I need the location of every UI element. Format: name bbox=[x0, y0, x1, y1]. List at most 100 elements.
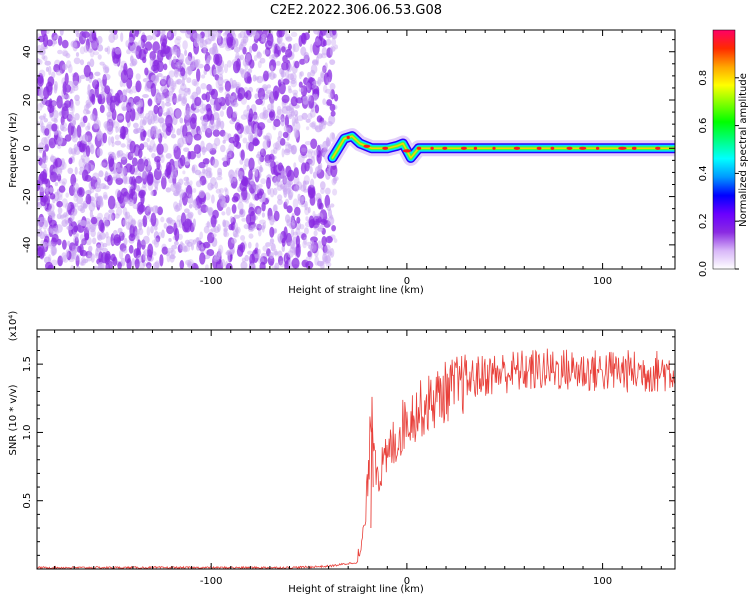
noise-speckle bbox=[225, 262, 233, 269]
noise-speckle bbox=[270, 243, 276, 252]
noise-speckle bbox=[266, 177, 271, 189]
noise-speckle bbox=[256, 75, 264, 84]
noise-speckle bbox=[266, 135, 271, 142]
noise-speckle bbox=[115, 188, 121, 198]
noise-speckle bbox=[217, 34, 222, 44]
noise-speckle bbox=[68, 242, 76, 252]
noise-speckle bbox=[51, 101, 57, 107]
spectrogram-panel: -100 0 100 -40 -20 0 20 40 Height of straight l… bbox=[8, 29, 676, 296]
noise-speckle bbox=[273, 210, 280, 222]
noise-speckle bbox=[235, 167, 241, 175]
noise-speckle bbox=[157, 105, 163, 117]
noise-speckle bbox=[40, 197, 47, 207]
noise-speckle bbox=[257, 60, 262, 69]
spectrogram-xtick-label: 100 bbox=[593, 276, 612, 287]
noise-speckle bbox=[322, 244, 328, 254]
noise-speckle bbox=[283, 226, 288, 240]
noise-speckle bbox=[170, 46, 178, 53]
noise-speckle bbox=[330, 203, 335, 208]
noise-speckle bbox=[80, 155, 84, 160]
noise-speckle bbox=[169, 253, 175, 263]
noise-speckle bbox=[73, 57, 81, 65]
noise-speckle bbox=[42, 33, 49, 48]
noise-speckle bbox=[202, 168, 206, 174]
noise-speckle bbox=[248, 169, 253, 180]
noise-speckle bbox=[283, 30, 288, 34]
noise-speckle bbox=[128, 233, 136, 242]
noise-speckle bbox=[44, 60, 52, 66]
noise-speckle bbox=[96, 119, 101, 130]
spectrogram-xlabel: Height of straight line (km) bbox=[288, 285, 424, 296]
noise-speckle bbox=[320, 71, 325, 79]
noise-speckle bbox=[172, 93, 177, 105]
noise-speckle bbox=[159, 78, 167, 87]
noise-speckle bbox=[137, 39, 144, 48]
noise-speckle bbox=[149, 57, 154, 68]
noise-speckle bbox=[96, 244, 102, 253]
noise-speckle bbox=[159, 95, 165, 100]
noise-speckle bbox=[235, 226, 241, 234]
noise-speckle bbox=[270, 65, 274, 73]
noise-speckle bbox=[201, 119, 208, 127]
noise-speckle bbox=[187, 134, 193, 144]
noise-speckle bbox=[303, 175, 310, 185]
noise-speckle bbox=[175, 219, 181, 228]
noise-speckle bbox=[127, 151, 134, 161]
noise-speckle bbox=[211, 194, 215, 204]
noise-speckle bbox=[323, 84, 328, 93]
spectrogram-ytick-label: -20 bbox=[22, 188, 33, 204]
noise-speckle bbox=[161, 30, 166, 37]
noise-speckle bbox=[128, 199, 135, 207]
noise-speckle bbox=[126, 77, 133, 89]
noise-speckle bbox=[262, 192, 267, 200]
noise-speckle bbox=[284, 114, 289, 128]
noise-speckle bbox=[285, 105, 291, 111]
noise-speckle bbox=[212, 158, 219, 168]
noise-speckle bbox=[322, 98, 327, 105]
noise-speckle bbox=[322, 253, 328, 263]
noise-speckle bbox=[309, 122, 316, 128]
noise-speckle bbox=[283, 125, 289, 132]
noise-speckle bbox=[48, 137, 56, 149]
noise-speckle bbox=[114, 134, 120, 141]
noise-speckle bbox=[56, 173, 62, 182]
noise-speckle bbox=[196, 68, 201, 82]
noise-speckle bbox=[138, 221, 143, 231]
noise-speckle bbox=[205, 60, 209, 65]
noise-speckle bbox=[54, 157, 62, 168]
noise-speckle bbox=[114, 140, 122, 146]
noise-speckle bbox=[114, 48, 122, 55]
noise-speckle bbox=[250, 132, 254, 143]
noise-speckle bbox=[75, 265, 81, 269]
noise-speckle bbox=[175, 36, 182, 41]
noise-speckle bbox=[123, 62, 128, 76]
noise-speckle bbox=[323, 146, 328, 152]
signal-peak bbox=[473, 146, 478, 150]
signal-peak bbox=[363, 144, 371, 148]
noise-speckle bbox=[97, 44, 104, 52]
noise-speckle bbox=[244, 61, 249, 71]
noise-speckle bbox=[91, 30, 97, 41]
noise-speckle bbox=[283, 187, 288, 198]
noise-speckle bbox=[199, 107, 205, 114]
noise-speckle bbox=[108, 260, 113, 269]
noise-speckle bbox=[104, 220, 110, 228]
noise-speckle bbox=[38, 90, 44, 98]
noise-speckle bbox=[216, 176, 223, 181]
noise-speckle bbox=[282, 131, 289, 139]
noise-speckle bbox=[240, 114, 248, 120]
noise-speckle bbox=[153, 59, 160, 67]
noise-speckle bbox=[184, 208, 190, 214]
snr-xlabel: Height of straight line (km) bbox=[288, 584, 424, 595]
noise-speckle bbox=[321, 47, 328, 56]
noise-speckle bbox=[249, 253, 256, 265]
colorbar-label: Normalized spectral amplitude bbox=[738, 73, 749, 227]
noise-speckle bbox=[295, 244, 301, 258]
noise-speckle bbox=[160, 216, 165, 223]
noise-speckle bbox=[116, 150, 121, 158]
noise-speckle bbox=[233, 92, 238, 99]
noise-speckle bbox=[180, 67, 186, 77]
noise-speckle bbox=[40, 163, 47, 169]
noise-speckle bbox=[80, 220, 87, 227]
noise-speckle bbox=[179, 260, 185, 269]
